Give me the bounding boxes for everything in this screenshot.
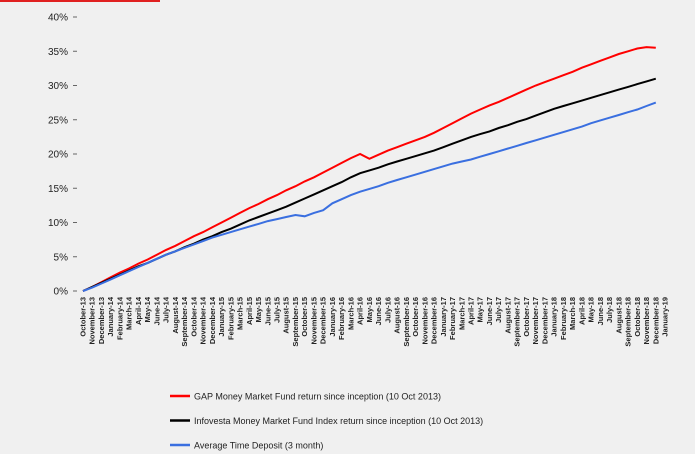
x-tick-label: September-17: [513, 297, 522, 347]
x-tick-label: October-16: [411, 297, 420, 337]
y-tick-label: 35%: [48, 47, 68, 58]
x-tick-label: December-14: [208, 296, 217, 344]
x-tick-label: April-14: [134, 296, 143, 325]
legend-label: GAP Money Market Fund return since incep…: [194, 392, 441, 402]
x-tick-label: January-18: [550, 297, 559, 337]
x-tick-label: November-13: [88, 297, 97, 345]
x-tick-label: October-13: [79, 297, 88, 337]
x-tick-label: March-16: [346, 297, 355, 330]
x-tick-label: January-17: [439, 297, 448, 337]
x-tick-label: May-16: [365, 297, 374, 322]
x-tick-label: May-15: [254, 297, 263, 322]
x-tick-label: May-14: [143, 296, 152, 322]
x-tick-label: September-16: [402, 297, 411, 347]
x-tick-label: February-18: [559, 297, 568, 340]
x-tick-label: November-15: [309, 297, 318, 345]
x-tick-label: May-18: [587, 297, 596, 322]
x-tick-label: August-18: [614, 297, 623, 334]
x-tick-label: September-14: [180, 296, 189, 346]
legend-label: Average Time Deposit (3 month): [194, 441, 323, 451]
x-tick-label: October-15: [300, 297, 309, 337]
x-tick-label: July-15: [273, 297, 282, 323]
x-tick-label: April-15: [245, 297, 254, 325]
x-tick-label: December-16: [430, 297, 439, 344]
x-tick-label: February-14: [115, 296, 124, 340]
x-tick-label: August-14: [171, 296, 180, 333]
x-tick-label: July-17: [494, 297, 503, 323]
y-tick-label: 5%: [54, 252, 69, 263]
x-tick-label: December-17: [540, 297, 549, 344]
x-tick-label: April-16: [356, 297, 365, 325]
x-tick-label: March-15: [236, 297, 245, 330]
x-tick-label: November-16: [420, 297, 429, 345]
x-tick-label: September-15: [291, 297, 300, 347]
x-tick-label: December-18: [651, 297, 660, 344]
x-tick-label: November-17: [531, 297, 540, 345]
x-tick-label: June-18: [596, 297, 605, 325]
x-tick-label: January-14: [106, 296, 115, 336]
x-tick-label: December-13: [97, 297, 106, 344]
x-tick-label: June-16: [374, 297, 383, 325]
x-tick-label: August-16: [393, 297, 402, 334]
x-tick-label: November-14: [199, 296, 208, 344]
x-tick-label: November-18: [642, 297, 651, 345]
x-tick-label: January-19: [661, 297, 670, 337]
x-tick-label: July-16: [383, 297, 392, 323]
y-tick-label: 25%: [48, 115, 68, 126]
x-tick-label: June-14: [152, 296, 161, 325]
x-tick-label: September-18: [624, 297, 633, 347]
x-tick-label: January-15: [217, 297, 226, 337]
x-tick-label: October-17: [522, 297, 531, 337]
y-tick-label: 20%: [48, 150, 68, 161]
x-tick-label: February-17: [448, 297, 457, 340]
legend-label: Infovesta Money Market Fund Index return…: [194, 416, 483, 426]
series-line: [82, 101, 657, 292]
x-tick-label: March-17: [457, 297, 466, 330]
y-tick-label: 10%: [48, 218, 68, 229]
y-tick-label: 15%: [48, 184, 68, 195]
y-tick-label: 0%: [54, 287, 69, 298]
x-tick-label: February-15: [226, 297, 235, 340]
x-tick-label: October-14: [189, 296, 198, 336]
x-tick-label: April-18: [577, 297, 586, 325]
x-tick-label: April-17: [467, 297, 476, 325]
x-tick-label: May-17: [476, 297, 485, 322]
x-tick-label: January-16: [328, 297, 337, 337]
x-tick-label: October-18: [633, 297, 642, 337]
x-tick-label: July-18: [605, 297, 614, 323]
x-tick-label: June-17: [485, 297, 494, 325]
y-tick-label: 30%: [48, 81, 68, 92]
x-tick-label: August-17: [503, 297, 512, 334]
x-tick-label: March-14: [125, 296, 134, 330]
x-tick-label: June-15: [263, 297, 272, 325]
x-tick-label: February-16: [337, 297, 346, 340]
y-tick-label: 40%: [48, 13, 68, 24]
x-tick-label: December-15: [319, 297, 328, 344]
x-tick-label: March-18: [568, 297, 577, 330]
x-tick-label: August-15: [282, 297, 291, 334]
series-line: [82, 46, 656, 292]
x-tick-label: July-14: [162, 296, 171, 323]
